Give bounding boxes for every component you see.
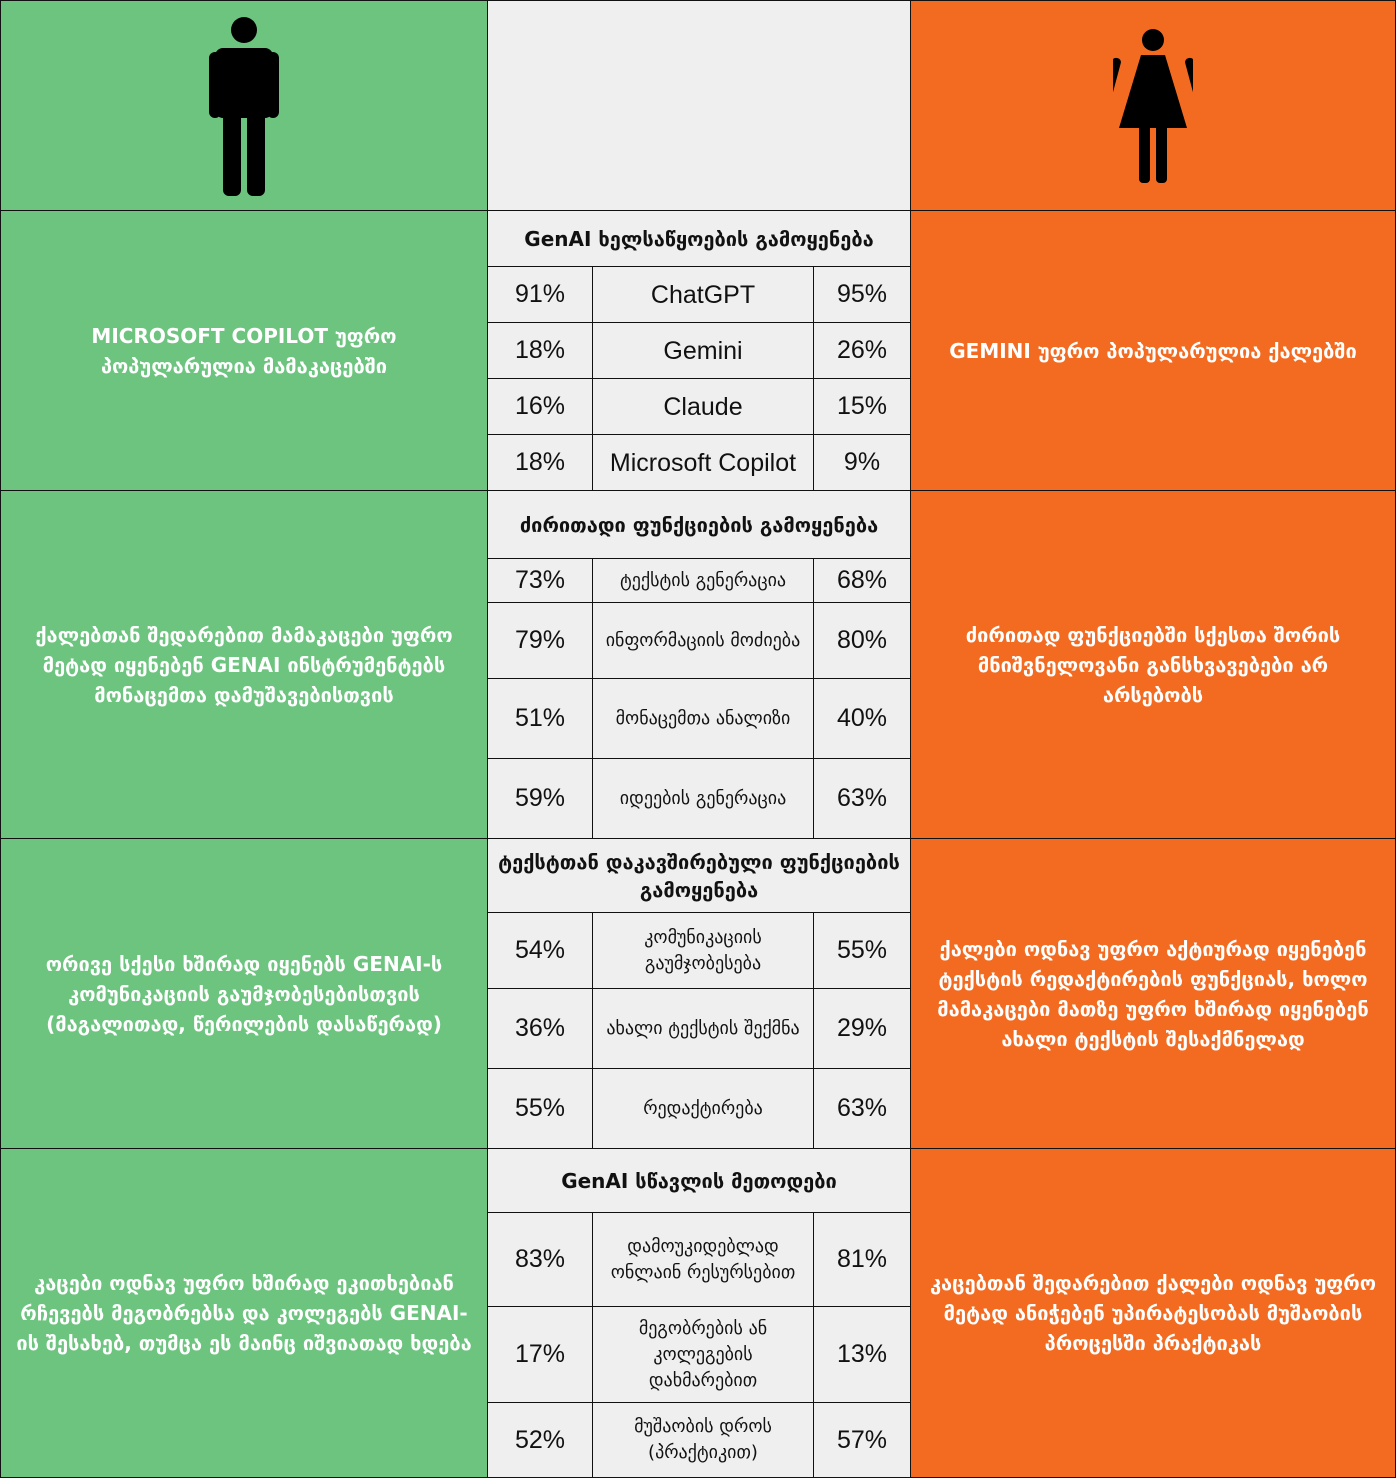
woman-icon <box>1113 29 1193 183</box>
men-finding: MICROSOFT COPILOT უფრო პოპულარულია მამაკ… <box>0 210 488 491</box>
tool-label: ინფორმაციის მოძიება <box>592 602 814 679</box>
women-percent: 15% <box>813 378 911 435</box>
women-percent: 63% <box>813 1068 911 1149</box>
men-percent: 54% <box>487 912 593 989</box>
tool-label: მუშაობის დროს (პრაქტიკით) <box>592 1402 814 1478</box>
tool-label: ChatGPT <box>592 266 814 323</box>
men-percent: 73% <box>487 558 593 603</box>
women-percent: 26% <box>813 322 911 379</box>
men-percent: 18% <box>487 322 593 379</box>
men-percent: 16% <box>487 378 593 435</box>
men-percent: 83% <box>487 1212 593 1307</box>
men-percent: 79% <box>487 602 593 679</box>
women-percent: 29% <box>813 988 911 1069</box>
men-percent: 59% <box>487 758 593 839</box>
tool-label: რედაქტირება <box>592 1068 814 1149</box>
women-finding: კაცებთან შედარებით ქალები ოდნავ უფრო მეტ… <box>910 1148 1396 1478</box>
men-percent: 36% <box>487 988 593 1069</box>
women-finding: ძირითად ფუნქციებში სქესთა შორის მნიშვნელ… <box>910 490 1396 839</box>
women-percent: 63% <box>813 758 911 839</box>
tool-label: მონაცემთა ანალიზი <box>592 678 814 759</box>
tool-label: ახალი ტექსტის შექმნა <box>592 988 814 1069</box>
tool-label: Microsoft Copilot <box>592 434 814 491</box>
section-title: GenAI ხელსაწყოების გამოყენება <box>487 210 911 267</box>
women-percent: 9% <box>813 434 911 491</box>
men-percent: 52% <box>487 1402 593 1478</box>
section-title: ძირითადი ფუნქციების გამოყენება <box>487 490 911 559</box>
tool-label: კომუნიკაციის გაუმჯობესება <box>592 912 814 989</box>
tool-label: იდეების გენერაცია <box>592 758 814 839</box>
men-finding: ქალებთან შედარებით მამაკაცები უფრო მეტად… <box>0 490 488 839</box>
women-percent: 57% <box>813 1402 911 1478</box>
women-finding: GEMINI უფრო პოპულარულია ქალებში <box>910 210 1396 491</box>
men-percent: 51% <box>487 678 593 759</box>
men-header <box>0 0 488 211</box>
tool-label: დამოუკიდებლად ონლაინ რესურსებით <box>592 1212 814 1307</box>
men-percent: 55% <box>487 1068 593 1149</box>
women-percent: 68% <box>813 558 911 603</box>
women-percent: 95% <box>813 266 911 323</box>
men-percent: 18% <box>487 434 593 491</box>
women-percent: 55% <box>813 912 911 989</box>
men-finding: კაცები ოდნავ უფრო ხშირად ეკითხებიან რჩევ… <box>0 1148 488 1478</box>
tool-label: Gemini <box>592 322 814 379</box>
women-percent: 40% <box>813 678 911 759</box>
women-percent: 80% <box>813 602 911 679</box>
tool-label: მეგობრების ან კოლეგების დახმარებით <box>592 1306 814 1403</box>
section-title: GenAI სწავლის მეთოდები <box>487 1148 911 1213</box>
women-finding: ქალები ოდნავ უფრო აქტიურად იყენებენ ტექს… <box>910 838 1396 1149</box>
women-percent: 81% <box>813 1212 911 1307</box>
men-finding: ორივე სქესი ხშირად იყენებს GENAI-ს კომუნ… <box>0 838 488 1149</box>
section-title: ტექსტთან დაკავშირებული ფუნქციების გამოყე… <box>487 838 911 913</box>
men-percent: 91% <box>487 266 593 323</box>
man-icon <box>209 16 279 196</box>
tool-label: Claude <box>592 378 814 435</box>
tool-label: ტექსტის გენერაცია <box>592 558 814 603</box>
men-percent: 17% <box>487 1306 593 1403</box>
women-header <box>910 0 1396 211</box>
women-percent: 13% <box>813 1306 911 1403</box>
blank-header <box>487 0 911 211</box>
